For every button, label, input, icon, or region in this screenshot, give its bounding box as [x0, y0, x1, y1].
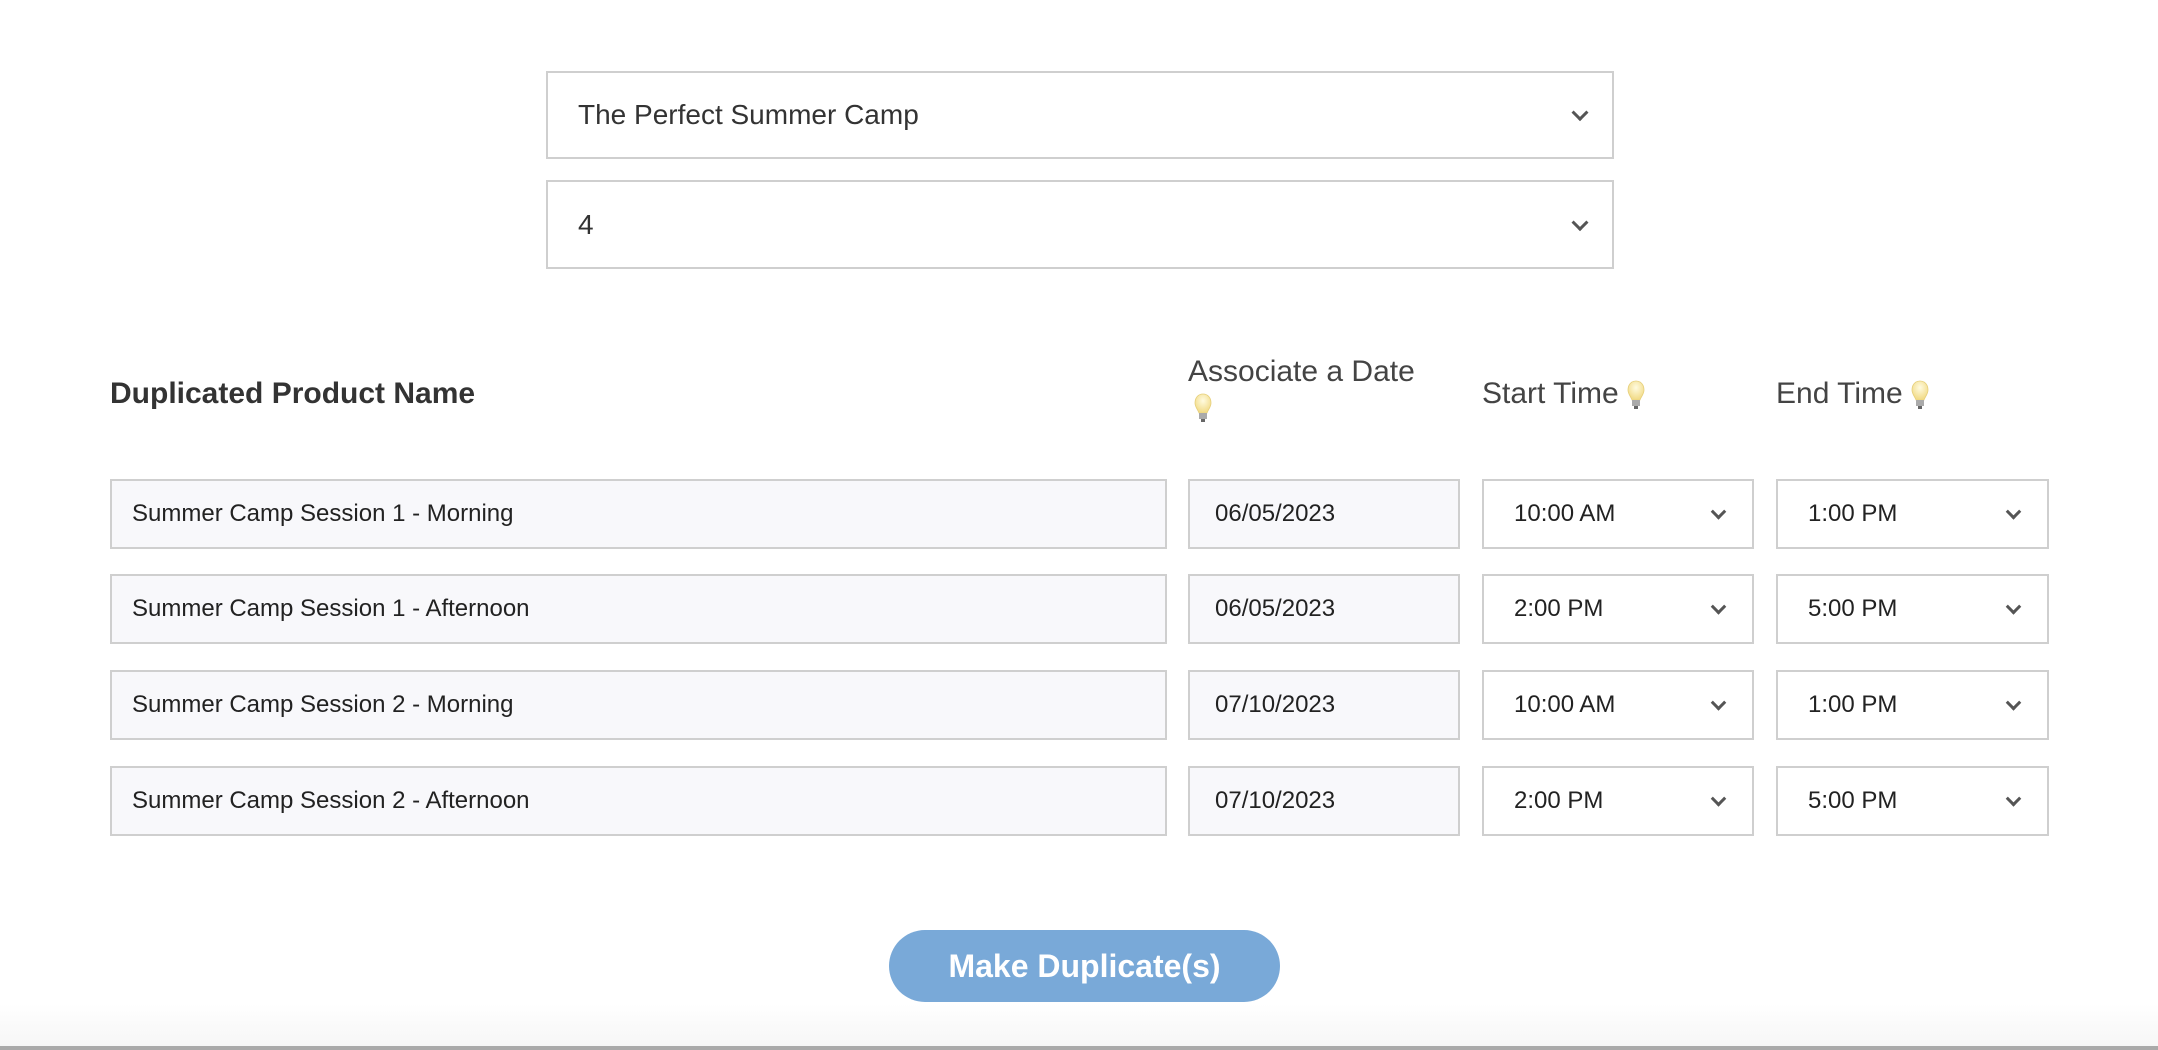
start-time-value: 2:00 PM	[1514, 787, 1604, 814]
lightbulb-icon[interactable]	[1627, 380, 1645, 410]
product-select[interactable]: The Perfect Summer Camp	[546, 71, 1614, 159]
count-select[interactable]: 4	[546, 180, 1614, 269]
start-time-value: 10:00 AM	[1514, 691, 1616, 718]
product-name-value: Summer Camp Session 1 - Morning	[132, 500, 514, 527]
end-time-value: 1:00 PM	[1808, 691, 1898, 718]
end-time-value: 5:00 PM	[1808, 787, 1898, 814]
start-time-select[interactable]: 10:00 AM	[1482, 479, 1754, 549]
end-time-value: 1:00 PM	[1808, 500, 1898, 527]
end-time-select[interactable]: 5:00 PM	[1776, 766, 2049, 836]
product-name-value: Summer Camp Session 2 - Afternoon	[132, 787, 530, 814]
end-time-select[interactable]: 1:00 PM	[1776, 479, 2049, 549]
date-value: 07/10/2023	[1215, 691, 1336, 718]
chevron-down-icon	[2005, 599, 2022, 615]
footer-area	[0, 1004, 2158, 1047]
chevron-down-icon	[1710, 599, 1727, 615]
count-select-value: 4	[578, 208, 594, 240]
product-name-input[interactable]: Summer Camp Session 2 - Morning	[110, 670, 1167, 740]
chevron-down-icon	[1710, 791, 1727, 807]
header-product-name: Duplicated Product Name	[110, 377, 476, 410]
header-start-time: Start Time	[1482, 377, 1645, 411]
header-start-time-label: Start Time	[1482, 377, 1619, 410]
product-name-value: Summer Camp Session 1 - Afternoon	[132, 595, 530, 622]
chevron-down-icon	[2005, 504, 2022, 520]
lightbulb-icon[interactable]	[1911, 380, 1929, 410]
start-time-value: 2:00 PM	[1514, 595, 1604, 622]
date-input[interactable]: 06/05/2023	[1188, 479, 1460, 549]
chevron-down-icon	[2005, 791, 2022, 807]
chevron-down-icon	[1710, 695, 1727, 711]
product-name-input[interactable]: Summer Camp Session 2 - Afternoon	[110, 766, 1167, 836]
header-associate-date-label: Associate a Date	[1188, 355, 1415, 388]
chevron-down-icon	[1571, 213, 1589, 231]
header-end-time: End Time	[1776, 377, 1929, 411]
end-time-select[interactable]: 5:00 PM	[1776, 574, 2049, 644]
date-input[interactable]: 06/05/2023	[1188, 574, 1460, 644]
chevron-down-icon	[1571, 104, 1589, 122]
start-time-select[interactable]: 2:00 PM	[1482, 574, 1754, 644]
bottom-divider	[0, 1046, 2158, 1050]
date-input[interactable]: 07/10/2023	[1188, 766, 1460, 836]
end-time-value: 5:00 PM	[1808, 595, 1898, 622]
header-end-time-label: End Time	[1776, 377, 1903, 410]
start-time-select[interactable]: 10:00 AM	[1482, 670, 1754, 740]
start-time-select[interactable]: 2:00 PM	[1482, 766, 1754, 836]
chevron-down-icon	[2005, 695, 2022, 711]
header-associate-date: Associate a Date	[1188, 355, 1415, 423]
date-value: 06/05/2023	[1215, 500, 1336, 527]
start-time-value: 10:00 AM	[1514, 500, 1616, 527]
product-name-value: Summer Camp Session 2 - Morning	[132, 691, 514, 718]
date-input[interactable]: 07/10/2023	[1188, 670, 1460, 740]
date-value: 06/05/2023	[1215, 595, 1336, 622]
make-duplicates-button[interactable]: Make Duplicate(s)	[889, 930, 1280, 1002]
product-name-input[interactable]: Summer Camp Session 1 - Afternoon	[110, 574, 1167, 644]
end-time-select[interactable]: 1:00 PM	[1776, 670, 2049, 740]
chevron-down-icon	[1710, 504, 1727, 520]
lightbulb-icon[interactable]	[1194, 393, 1212, 423]
product-name-input[interactable]: Summer Camp Session 1 - Morning	[110, 479, 1167, 549]
product-select-value: The Perfect Summer Camp	[578, 99, 919, 130]
date-value: 07/10/2023	[1215, 787, 1336, 814]
